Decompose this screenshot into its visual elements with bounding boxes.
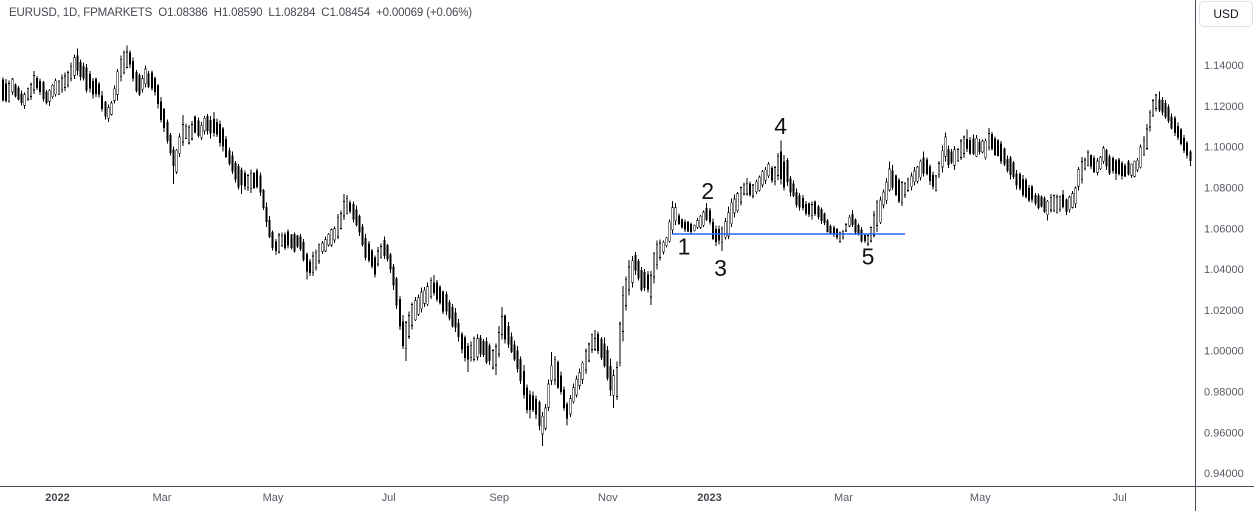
- svg-text:1.06000: 1.06000: [1204, 223, 1244, 235]
- svg-text:Jul: Jul: [382, 492, 396, 504]
- svg-text:2023: 2023: [697, 492, 721, 504]
- svg-text:0.98000: 0.98000: [1204, 387, 1244, 399]
- svg-text:1: 1: [678, 234, 691, 260]
- svg-text:1.04000: 1.04000: [1204, 264, 1244, 276]
- svg-text:3: 3: [714, 255, 727, 281]
- svg-text:EURUSD, 1D, FPMARKETS O1.0838: EURUSD, 1D, FPMARKETS O1.08386 H1.08590 …: [9, 7, 472, 19]
- svg-text:0.96000: 0.96000: [1204, 427, 1244, 439]
- svg-text:1.10000: 1.10000: [1204, 142, 1244, 154]
- svg-text:1.02000: 1.02000: [1204, 305, 1244, 317]
- svg-text:1.08000: 1.08000: [1204, 183, 1244, 195]
- svg-text:May: May: [263, 492, 284, 504]
- svg-text:1.12000: 1.12000: [1204, 101, 1244, 113]
- svg-text:May: May: [970, 492, 991, 504]
- svg-text:2022: 2022: [45, 492, 69, 504]
- svg-text:Mar: Mar: [153, 492, 172, 504]
- svg-text:1.14000: 1.14000: [1204, 60, 1244, 72]
- svg-text:USD: USD: [1213, 7, 1239, 21]
- svg-text:5: 5: [862, 244, 875, 270]
- svg-text:Nov: Nov: [598, 492, 618, 504]
- svg-text:1.00000: 1.00000: [1204, 346, 1244, 358]
- svg-text:Jul: Jul: [1113, 492, 1127, 504]
- svg-text:0.94000: 0.94000: [1204, 468, 1244, 480]
- svg-text:4: 4: [774, 113, 787, 139]
- svg-text:Mar: Mar: [834, 492, 853, 504]
- svg-text:Sep: Sep: [489, 492, 509, 504]
- svg-text:2: 2: [701, 178, 714, 204]
